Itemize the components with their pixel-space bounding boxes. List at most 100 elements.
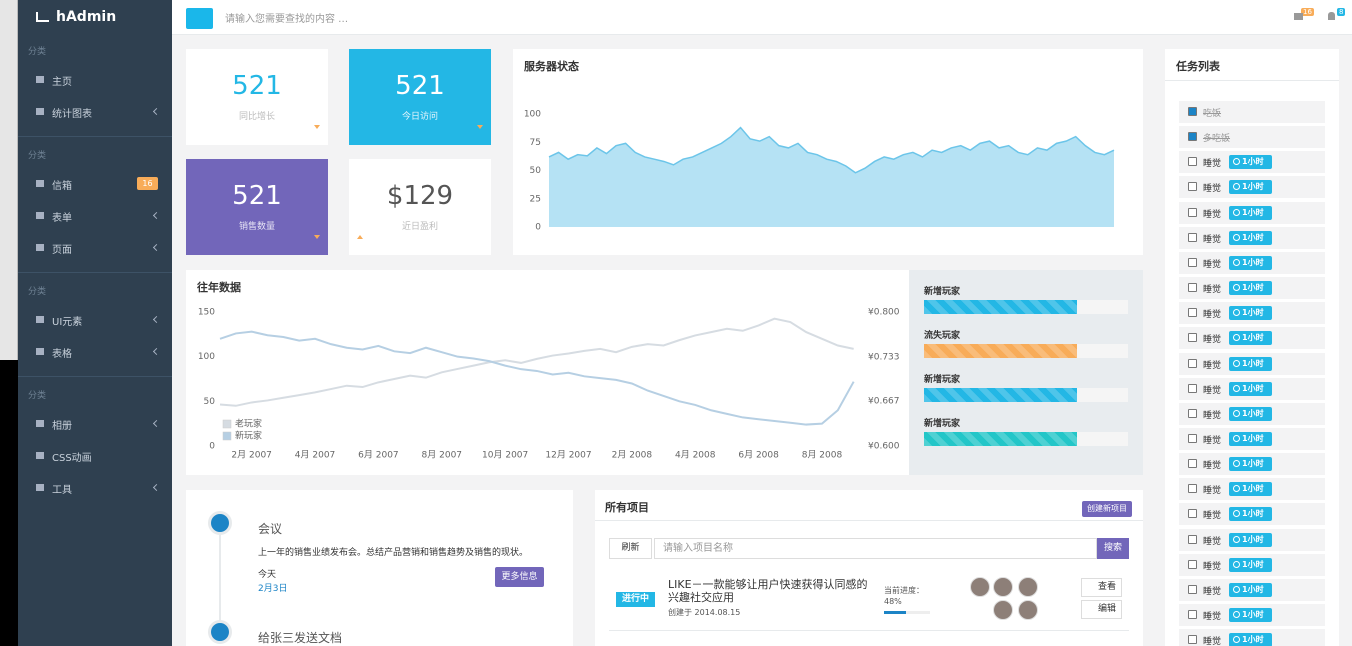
task-checkbox[interactable] xyxy=(1188,459,1197,469)
create-button[interactable]: 创建新项目 xyxy=(1082,501,1132,517)
refresh-button[interactable]: 刷新 xyxy=(609,538,652,559)
stat-value: $129 xyxy=(386,181,454,211)
task-row xyxy=(1179,126,1325,149)
task-checkbox[interactable] xyxy=(1188,408,1197,418)
menu-badge: 16 xyxy=(137,177,158,190)
task-text: 吃饭 xyxy=(1203,109,1222,119)
side-window-dark xyxy=(0,360,18,646)
menu-item[interactable]: 主页 xyxy=(52,77,72,88)
task-checkbox[interactable] xyxy=(1188,433,1197,443)
task-checkbox[interactable] xyxy=(1188,383,1197,393)
top-bar xyxy=(172,0,1352,35)
clock-icon xyxy=(1233,510,1240,518)
task-checkbox[interactable] xyxy=(1188,584,1197,594)
edit-button[interactable]: 编辑 xyxy=(1081,600,1122,619)
menu-icon xyxy=(36,452,44,459)
task-text: 睡觉 xyxy=(1203,159,1222,170)
avatar xyxy=(1018,577,1038,597)
menu-item[interactable]: 工具 xyxy=(52,485,72,496)
menu-item[interactable]: UI元素 xyxy=(52,317,83,328)
task-text: 睡觉 xyxy=(1203,461,1222,472)
project-track xyxy=(884,611,930,614)
stat-label: 同比增长 xyxy=(238,112,275,122)
task-checkbox[interactable] xyxy=(1188,308,1197,318)
clock-icon xyxy=(1233,560,1240,568)
menu-item[interactable]: 信箱 xyxy=(52,181,72,192)
task-checkbox[interactable] xyxy=(1188,232,1197,242)
task-checkbox[interactable] xyxy=(1188,132,1197,142)
task-checkbox[interactable] xyxy=(1188,207,1197,217)
view-button[interactable]: 查看 xyxy=(1081,578,1122,597)
menu-item[interactable]: 相册 xyxy=(52,421,72,432)
menu-item[interactable]: 统计图表 xyxy=(52,109,92,120)
menu-icon xyxy=(36,212,44,219)
task-checkbox[interactable] xyxy=(1188,509,1197,519)
timeline-when: 今天 xyxy=(258,570,277,580)
more-button[interactable]: 更多信息 xyxy=(495,567,544,587)
task-checkbox[interactable] xyxy=(1188,333,1197,343)
task-checkbox[interactable] xyxy=(1188,635,1197,645)
bell-icon xyxy=(1328,12,1335,20)
task-checkbox[interactable] xyxy=(1188,107,1197,116)
separator xyxy=(18,136,172,137)
bell-badge[interactable]: 8 xyxy=(1337,8,1346,16)
panel-title: 服务器状态 xyxy=(524,60,579,73)
task-tag: 1小时 xyxy=(1229,633,1272,646)
progress-text: 48% xyxy=(884,597,902,606)
progress-fill xyxy=(924,388,1077,402)
menu-item[interactable]: 表格 xyxy=(52,349,72,360)
mail-badge[interactable]: 16 xyxy=(1301,8,1314,16)
timeline-icon xyxy=(208,620,232,644)
avatar xyxy=(993,577,1013,597)
search-input[interactable]: 请输入您需要查找的内容 … xyxy=(225,14,349,25)
clock-icon xyxy=(1233,409,1240,417)
menu-item[interactable]: 表单 xyxy=(52,213,72,224)
menu-icon xyxy=(36,108,44,115)
task-checkbox[interactable] xyxy=(1188,484,1197,494)
projects-panel xyxy=(595,490,1143,646)
task-checkbox[interactable] xyxy=(1188,157,1197,167)
panel-title: 往年数据 xyxy=(197,281,241,294)
task-text: 睡觉 xyxy=(1203,184,1222,195)
task-tag: 1小时 xyxy=(1229,255,1272,270)
task-tag: 1小时 xyxy=(1229,205,1272,220)
progress-fill xyxy=(924,344,1077,358)
task-checkbox[interactable] xyxy=(1188,358,1197,368)
task-tag: 1小时 xyxy=(1229,406,1272,421)
task-tag: 1小时 xyxy=(1229,507,1272,522)
clock-icon xyxy=(1233,636,1240,644)
stat-caret xyxy=(314,125,320,129)
stat-label: 销售数量 xyxy=(238,222,275,232)
menu-item[interactable]: 页面 xyxy=(52,245,72,256)
task-text: 睡觉 xyxy=(1203,410,1222,421)
task-checkbox[interactable] xyxy=(1188,559,1197,569)
menu-toggle[interactable] xyxy=(186,8,213,29)
stat-card xyxy=(349,159,491,255)
task-checkbox[interactable] xyxy=(1188,182,1197,192)
menu-icon xyxy=(36,484,44,491)
search-button[interactable]: 搜索 xyxy=(1097,538,1129,559)
task-checkbox[interactable] xyxy=(1188,257,1197,267)
menu-item[interactable]: CSS动画 xyxy=(52,453,92,464)
task-text: 睡觉 xyxy=(1203,310,1222,321)
task-tag: 1小时 xyxy=(1229,482,1272,497)
menu-icon xyxy=(36,180,44,187)
task-text: 睡觉 xyxy=(1203,586,1222,597)
progress-label: 新增玩家 xyxy=(924,287,961,297)
stat-value: 521 xyxy=(232,181,282,211)
sidebar: hAdmin 分类 主页 统计图表 分类 信箱 16 表单 页面 分类 UI元素 表格 分类 相册 CSS动… xyxy=(18,0,172,646)
menu-arrow xyxy=(152,243,161,252)
clock-icon xyxy=(1233,535,1240,543)
progress-caption: 当前进度： xyxy=(884,586,924,595)
clock-icon xyxy=(1233,258,1240,266)
stat-caret xyxy=(314,235,320,239)
task-checkbox[interactable] xyxy=(1188,610,1197,619)
task-checkbox[interactable] xyxy=(1188,283,1197,293)
project-name: LIKE－一款能够让用户快速获得认同感的兴趣社交应用 xyxy=(668,578,868,604)
project-search-input[interactable]: 请输入项目名称 xyxy=(654,538,1097,559)
row-divider xyxy=(609,630,1129,631)
task-text: 睡觉 xyxy=(1203,209,1222,220)
side-window xyxy=(0,0,18,360)
task-checkbox[interactable] xyxy=(1188,534,1197,544)
